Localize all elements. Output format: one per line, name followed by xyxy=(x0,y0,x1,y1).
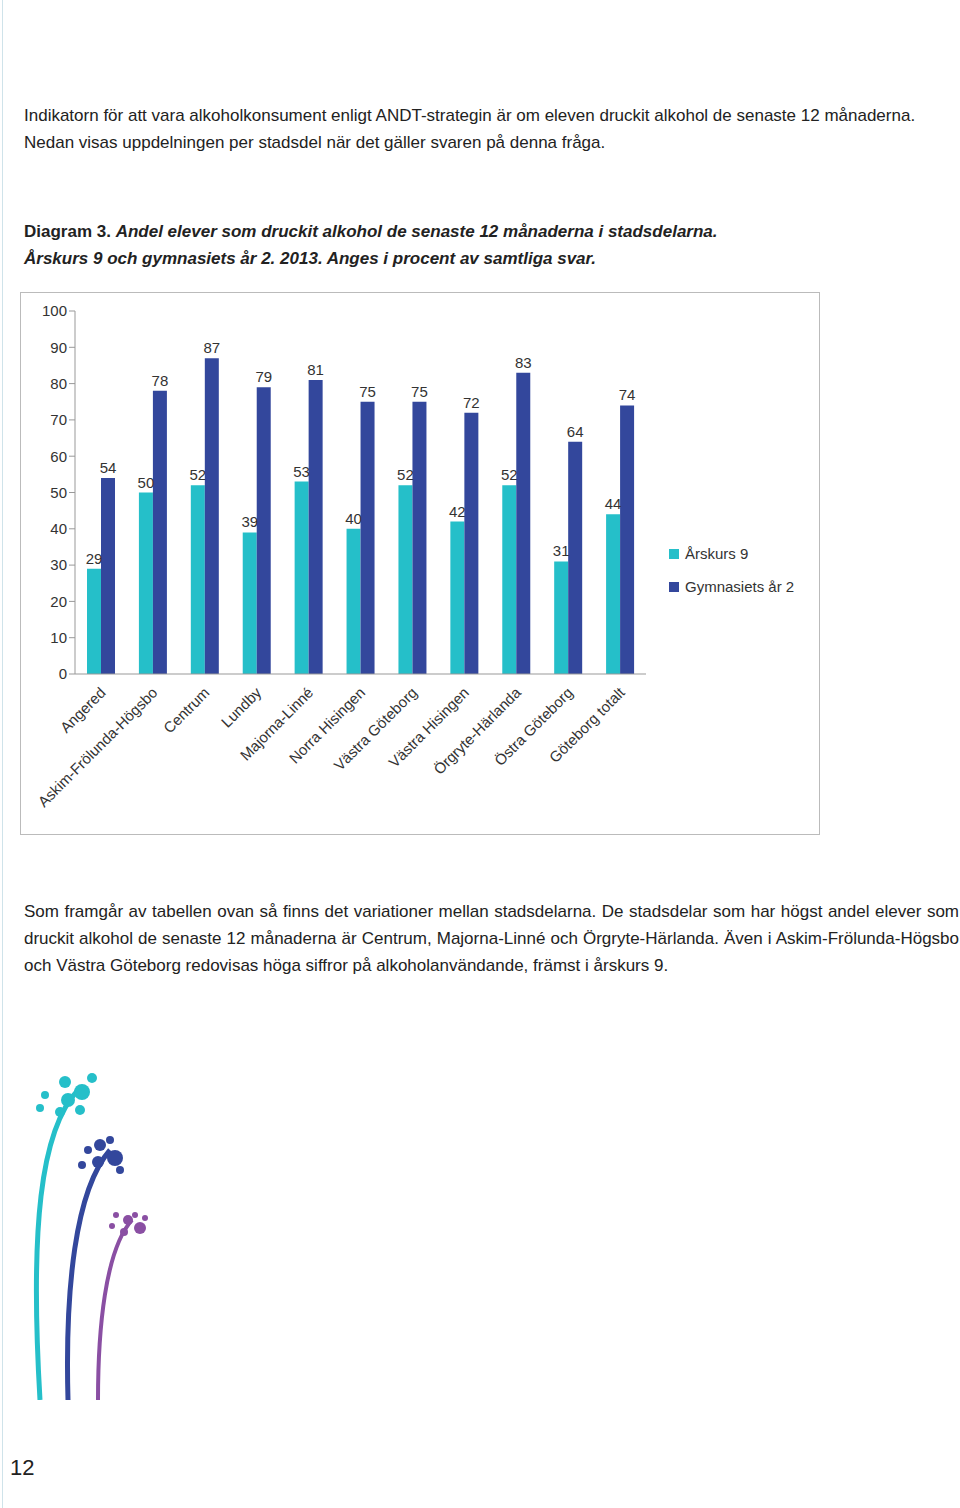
svg-text:52: 52 xyxy=(397,466,414,483)
svg-text:53: 53 xyxy=(293,463,310,480)
html-text:Diagram 3. Andel elever som dr: Diagram 3. Andel elever som druckit alko… xyxy=(24,222,718,241)
svg-text:Majorna-Linné: Majorna-Linné xyxy=(236,683,317,764)
svg-text:20: 20 xyxy=(50,593,67,610)
svg-text:72: 72 xyxy=(463,394,480,411)
svg-text:44: 44 xyxy=(605,495,622,512)
svg-text:29: 29 xyxy=(86,550,103,567)
svg-text:Lundby: Lundby xyxy=(218,683,265,730)
svg-text:30: 30 xyxy=(50,556,67,573)
svg-text:10: 10 xyxy=(50,629,67,646)
svg-text:64: 64 xyxy=(567,423,584,440)
html-text:Som framgår av tabellen ovan s: Som framgår av tabellen ovan så finns de… xyxy=(24,902,959,975)
html-text:12: 12 xyxy=(10,1455,35,1480)
svg-text:78: 78 xyxy=(152,372,169,389)
svg-text:50: 50 xyxy=(50,484,67,501)
svg-text:Norra Hisingen: Norra Hisingen xyxy=(285,683,369,767)
svg-text:Örgryte-Härlanda: Örgryte-Härlanda xyxy=(430,683,524,777)
svg-text:Angered: Angered xyxy=(57,684,109,736)
svg-text:60: 60 xyxy=(50,448,67,465)
svg-text:Centrum: Centrum xyxy=(160,684,213,737)
svg-text:40: 40 xyxy=(345,510,362,527)
svg-text:Göteborg totalt: Göteborg totalt xyxy=(546,683,629,766)
html-text:Årskurs 9 och gymnasiets år 2.: Årskurs 9 och gymnasiets år 2. 2013. Ang… xyxy=(24,249,596,268)
svg-text:81: 81 xyxy=(307,361,324,378)
svg-text:87: 87 xyxy=(203,339,220,356)
svg-text:79: 79 xyxy=(255,368,272,385)
svg-text:74: 74 xyxy=(619,386,636,403)
svg-text:75: 75 xyxy=(411,383,428,400)
svg-text:31: 31 xyxy=(553,542,570,559)
svg-text:0: 0 xyxy=(59,665,67,682)
svg-text:70: 70 xyxy=(50,411,67,428)
svg-text:83: 83 xyxy=(515,354,532,371)
svg-text:Västra Hisingen: Västra Hisingen xyxy=(385,683,473,771)
html-text:Gymnasiets år 2: Gymnasiets år 2 xyxy=(685,578,795,595)
svg-text:52: 52 xyxy=(189,466,206,483)
svg-text:52: 52 xyxy=(501,466,518,483)
svg-text:Askim-Frölunda-Högsbo: Askim-Frölunda-Högsbo xyxy=(34,684,160,810)
svg-text:80: 80 xyxy=(50,375,67,392)
svg-text:40: 40 xyxy=(50,520,67,537)
svg-text:54: 54 xyxy=(100,459,117,476)
svg-text:39: 39 xyxy=(241,513,258,530)
svg-text:50: 50 xyxy=(138,474,155,491)
svg-text:90: 90 xyxy=(50,339,67,356)
svg-text:Östra Göteborg: Östra Göteborg xyxy=(490,683,576,769)
svg-text:100: 100 xyxy=(42,302,67,319)
svg-text:Västra Göteborg: Västra Göteborg xyxy=(330,683,421,774)
html-text:Årskurs 9: Årskurs 9 xyxy=(685,545,749,562)
html-text:Indikatorn för att vara alkoho: Indikatorn för att vara alkoholkonsument… xyxy=(24,106,916,152)
svg-text:42: 42 xyxy=(449,503,466,520)
svg-text:75: 75 xyxy=(359,383,376,400)
